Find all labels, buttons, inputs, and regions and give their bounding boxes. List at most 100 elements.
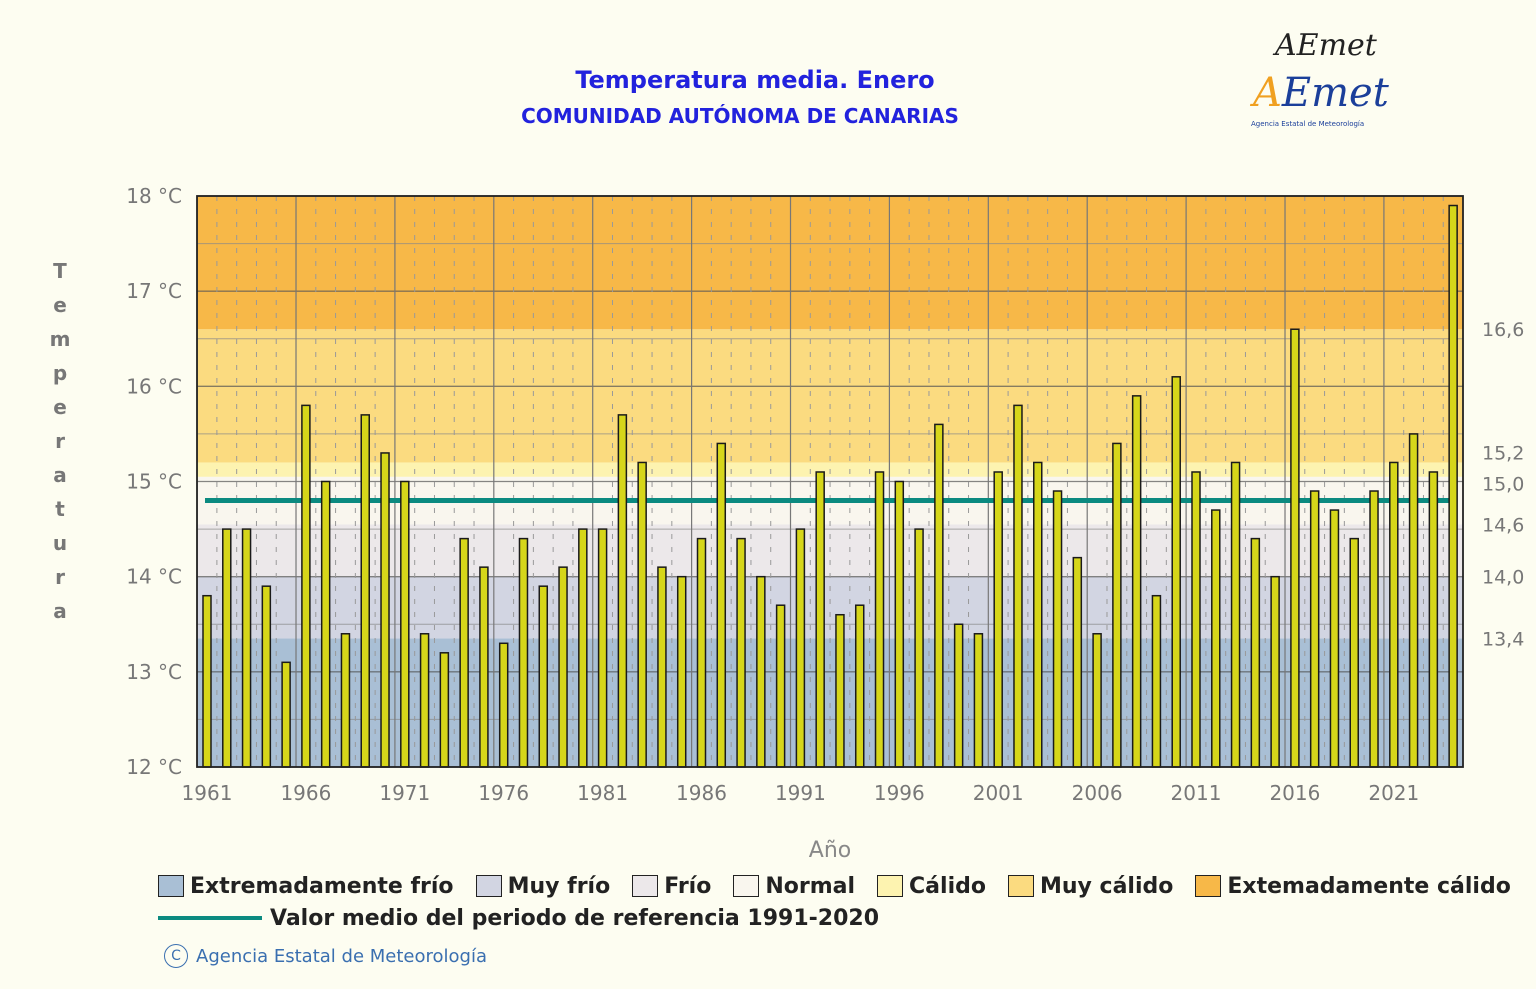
- bar-2005: [1072, 556, 1083, 768]
- threshold-label: 15,2: [1482, 442, 1524, 464]
- legend-bands-row: Extremadamente frío Muy frío Frío Normal Cál…: [158, 870, 1533, 902]
- legend-label: Frío: [664, 873, 712, 899]
- x-tick-label: 2006: [1072, 781, 1123, 805]
- bar-2004: [1052, 490, 1063, 768]
- bar-1994: [854, 604, 865, 768]
- x-tick-label: 2001: [973, 781, 1024, 805]
- bar-1962: [222, 528, 232, 768]
- legend-item: Muy cálido: [1007, 874, 1173, 899]
- bar-1973: [439, 652, 450, 768]
- legend-swatch: [158, 875, 184, 897]
- bar-1966: [301, 404, 311, 768]
- legend-item: Frío: [632, 874, 711, 899]
- y-axis-label-letter: a: [53, 463, 67, 487]
- legend-swatch: [877, 875, 904, 897]
- copyright-footer: C Agencia Estatal de Meteorología: [164, 944, 487, 968]
- legend-item: Normal: [733, 874, 855, 899]
- bar-1969: [360, 414, 370, 768]
- bar-2007: [1112, 442, 1122, 768]
- bar-1978: [538, 585, 549, 768]
- bar-1984: [657, 566, 667, 768]
- legend-label: Extremadamente frío: [190, 873, 454, 899]
- legend-swatch: [733, 875, 760, 897]
- x-tick-label: 1971: [379, 781, 430, 805]
- x-tick-label: 1996: [874, 781, 925, 805]
- x-tick-label: 1976: [478, 781, 529, 805]
- bar-2023: [1428, 471, 1439, 768]
- y-axis-label-letter: p: [52, 361, 68, 385]
- legend-label: Muy frío: [507, 873, 611, 899]
- y-tick-label: 16 °C: [126, 374, 182, 398]
- bar-2002: [1013, 404, 1023, 768]
- bar-1961: [202, 594, 212, 768]
- legend-item: Extremadamente frío: [158, 874, 454, 899]
- x-axis-label: Año: [808, 838, 852, 863]
- bar-1979: [558, 566, 568, 768]
- bar-2009: [1151, 594, 1162, 768]
- bar-2013: [1230, 461, 1241, 768]
- bar-2008: [1131, 395, 1142, 768]
- x-tick-label: 2016: [1269, 781, 1320, 805]
- bar-1964: [261, 585, 272, 768]
- x-tick-label: 2021: [1368, 781, 1419, 805]
- bar-1986: [696, 537, 707, 768]
- x-tick-label: 2011: [1171, 781, 1222, 805]
- bar-1981: [597, 528, 608, 768]
- legend-mean-label: Valor medio del periodo de referencia 19…: [270, 905, 880, 931]
- x-tick-label: 1961: [182, 781, 233, 805]
- aemet-logo: AEmet AEmet Agencia Estatal de Meteorolo…: [1245, 28, 1389, 138]
- y-tick-label: 14 °C: [126, 565, 182, 589]
- bar-1997: [914, 528, 924, 768]
- chart-subtitle: COMUNIDAD AUTÓNOMA DE CANARIAS: [521, 104, 959, 128]
- bar-2016: [1290, 328, 1300, 768]
- legend-item: Muy frío: [475, 873, 611, 899]
- bar-2022: [1408, 433, 1419, 768]
- x-tick-label: 1991: [775, 781, 826, 805]
- bar-2024: [1448, 204, 1458, 768]
- bar-1974: [459, 537, 469, 768]
- threshold-label: 14,6: [1482, 514, 1524, 536]
- bar-1993: [835, 613, 845, 768]
- y-tick-label: 13 °C: [126, 660, 182, 684]
- chart-title: Temperatura media. Enero: [575, 66, 935, 94]
- bar-1999: [953, 623, 964, 768]
- bar-1972: [419, 633, 430, 768]
- x-tick-label: 1981: [577, 781, 628, 805]
- logo-text-top: AEmet: [1275, 28, 1377, 63]
- legend-label: Normal: [765, 873, 856, 899]
- y-axis-label-letter: r: [55, 429, 65, 453]
- legend-mean-row: Valor medio del periodo de referencia 19…: [158, 902, 1533, 934]
- y-tick-label: 18 °C: [126, 184, 182, 208]
- legend-swatch: [1007, 875, 1034, 897]
- bar-1998: [934, 423, 944, 768]
- bar-2006: [1092, 633, 1102, 768]
- bar-1990: [775, 604, 786, 768]
- y-axis-label-letter: e: [53, 395, 67, 419]
- bar-2010: [1171, 376, 1181, 768]
- legend: Extremadamente frío Muy frío Frío Normal Cál…: [158, 870, 1533, 934]
- copyright-icon: C: [164, 944, 188, 968]
- legend-swatch: [475, 875, 502, 897]
- bar-1996: [894, 480, 905, 768]
- bar-1977: [518, 537, 529, 768]
- plot-frame: [196, 195, 1464, 768]
- y-axis-label-letter: m: [49, 327, 71, 351]
- y-tick-label: 12 °C: [126, 755, 182, 779]
- bar-1970: [380, 452, 390, 768]
- bar-2011: [1191, 471, 1201, 768]
- bar-1967: [320, 480, 331, 768]
- legend-item: Extemadamente cálido: [1195, 874, 1511, 899]
- bar-2017: [1309, 490, 1320, 768]
- bar-2001: [993, 471, 1003, 768]
- logo-tagline: Agencia Estatal de Meteorología: [1251, 120, 1365, 128]
- legend-item: Cálido: [877, 874, 986, 899]
- y-axis-label-letter: T: [53, 259, 67, 283]
- agency-name: Agencia Estatal de Meteorología: [196, 945, 487, 967]
- bar-1971: [400, 480, 410, 768]
- legend-label: Cálido: [909, 873, 986, 899]
- logo-text-main: AEmet: [1253, 70, 1389, 116]
- y-axis-label-letter: r: [55, 565, 65, 589]
- bar-1982: [617, 414, 628, 768]
